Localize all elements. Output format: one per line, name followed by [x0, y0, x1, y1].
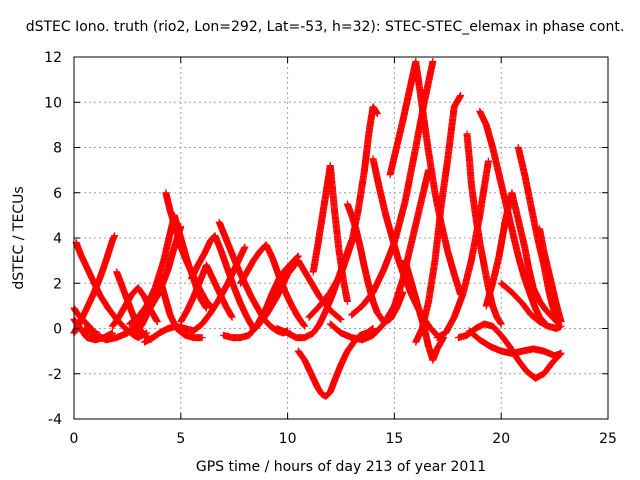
- track-31: [482, 189, 563, 328]
- plus-markers: [482, 189, 563, 328]
- x-tick-label: 0: [70, 431, 79, 447]
- track-1: [72, 239, 151, 342]
- x-tick-label: 10: [279, 431, 297, 447]
- y-tick-label: -2: [48, 367, 62, 383]
- y-tick-label: 10: [44, 95, 62, 111]
- track-12: [188, 232, 257, 332]
- y-tick-label: 4: [53, 231, 62, 247]
- plus-markers: [188, 232, 257, 332]
- x-tick-label: 20: [492, 431, 510, 447]
- x-axis-title: GPS time / hours of day 213 of year 2011: [196, 459, 486, 475]
- x-tick-label: 5: [176, 431, 185, 447]
- y-tick-label: 6: [53, 186, 62, 202]
- plus-markers: [401, 257, 447, 364]
- y-tick-label: -4: [48, 412, 62, 428]
- track-35: [465, 327, 565, 360]
- y-axis-title: dSTEC / TECUs: [11, 186, 27, 289]
- x-tick-label: 25: [599, 431, 617, 447]
- chart-title: dSTEC Iono. truth (rio2, Lon=292, Lat=-5…: [26, 19, 625, 35]
- track-33: [536, 225, 565, 326]
- plus-markers: [412, 92, 465, 346]
- plus-markers: [72, 239, 151, 342]
- plus-markers: [294, 325, 377, 400]
- plus-markers: [465, 327, 565, 360]
- plus-markers: [497, 279, 565, 332]
- x-tick-label: 15: [385, 431, 403, 447]
- y-tick-label: 2: [53, 276, 62, 292]
- plus-markers: [463, 130, 505, 328]
- track-29: [463, 130, 505, 328]
- y-tick-label: 8: [53, 141, 62, 157]
- track-11: [177, 261, 236, 326]
- y-tick-label: 12: [44, 50, 62, 66]
- track-36: [497, 279, 565, 332]
- plus-markers: [177, 261, 236, 326]
- data-series: [70, 58, 565, 400]
- track-27: [401, 257, 447, 364]
- track-18: [294, 325, 377, 400]
- axis-ticks: 0 5 10 15 20 25 -4 -2 0 2 4 6 8 10 12: [44, 50, 617, 447]
- y-tick-label: 0: [53, 322, 62, 338]
- plus-markers: [536, 225, 565, 326]
- track-26: [412, 92, 465, 346]
